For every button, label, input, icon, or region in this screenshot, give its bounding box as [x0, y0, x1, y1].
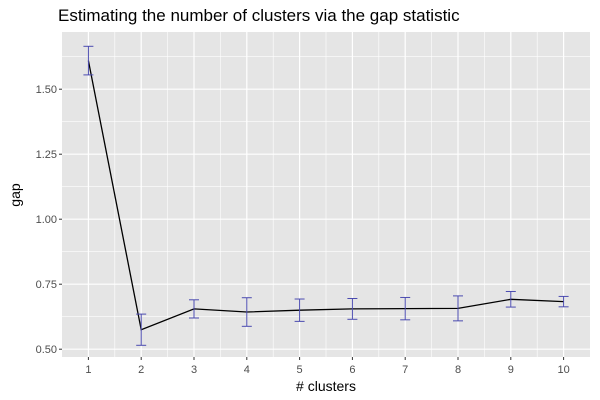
x-tick-label: 7	[402, 364, 408, 376]
error-bar	[558, 295, 569, 308]
error-bar	[136, 313, 147, 346]
x-tick-label: 2	[138, 364, 144, 376]
x-tick-label: 3	[191, 364, 197, 376]
y-axis-label: gap	[7, 183, 23, 207]
error-bar	[294, 298, 305, 322]
gap-series	[83, 45, 569, 346]
y-tick-label: 0.75	[36, 279, 57, 291]
x-tick-label: 8	[455, 364, 461, 376]
error-bar	[505, 290, 516, 308]
x-tick-label: 5	[297, 364, 303, 376]
x-tick-label: 10	[557, 364, 569, 376]
y-tick-label: 0.50	[36, 344, 57, 356]
y-tick-label: 1.50	[36, 84, 57, 96]
error-bar	[241, 297, 252, 327]
error-bar	[400, 296, 411, 321]
error-bar	[453, 295, 463, 322]
error-bar	[189, 299, 199, 319]
x-tick-label: 6	[349, 364, 355, 376]
error-bar	[347, 298, 358, 320]
gap-line	[87, 60, 564, 331]
grid-lines	[62, 32, 590, 357]
y-tick-label: 1.25	[36, 149, 57, 161]
x-tick-label: 4	[244, 364, 250, 376]
x-tick-label: 9	[508, 364, 514, 376]
x-axis: 1 2 3 4 5 6 7 8 9 10	[85, 357, 570, 376]
y-axis: 0.50 0.75 1.00 1.25 1.50	[36, 84, 62, 356]
x-axis-label: # clusters	[296, 378, 356, 394]
y-tick-label: 1.00	[36, 214, 57, 226]
error-bar	[83, 45, 94, 76]
x-tick-label: 1	[85, 364, 91, 376]
chart-title: Estimating the number of clusters via th…	[58, 6, 460, 25]
